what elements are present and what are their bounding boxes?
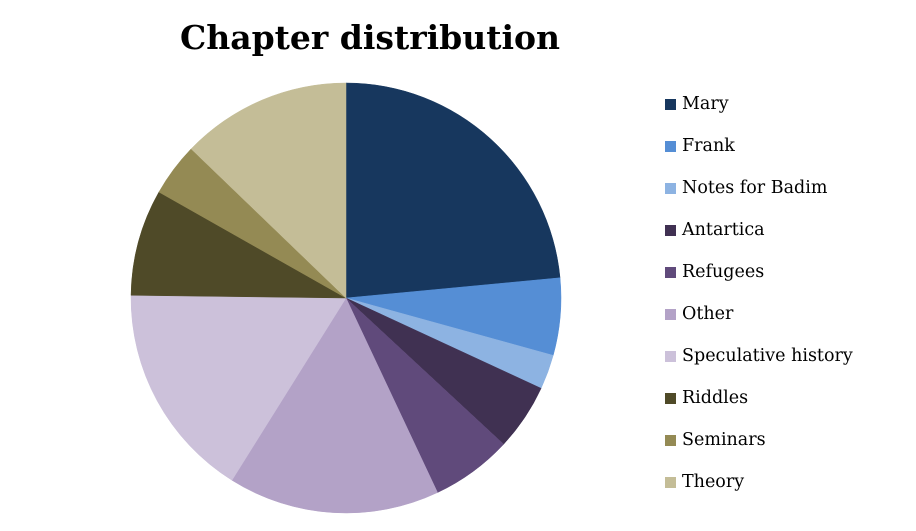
legend-label: Riddles — [682, 388, 749, 408]
pie-slice-speculative-history — [130, 295, 347, 481]
legend-entry-other: Other — [665, 293, 853, 335]
legend-swatch — [665, 266, 676, 278]
chart-title: Chapter distribution — [179, 18, 561, 57]
legend-label: Speculative history — [682, 346, 853, 366]
legend-entry-speculative-history: Speculative history — [665, 335, 853, 377]
pie-slice-riddles — [130, 191, 347, 299]
legend-swatch — [665, 350, 676, 362]
legend-label: Refugees — [682, 262, 765, 282]
legend: Mary Frank Notes for Badim Antartica Refugee… — [665, 83, 853, 503]
legend-swatch — [665, 224, 676, 236]
legend-entry-mary: Mary — [665, 83, 853, 125]
pie-slice-other — [231, 297, 438, 514]
legend-entry-riddles: Riddles — [665, 377, 853, 419]
legend-swatch — [665, 140, 676, 152]
pie-slice-theory — [190, 82, 347, 299]
legend-swatch — [665, 182, 676, 194]
legend-entry-antartica: Antartica — [665, 209, 853, 251]
legend-label: Frank — [682, 136, 735, 156]
legend-entry-refugees: Refugees — [665, 251, 853, 293]
legend-label: Other — [682, 304, 734, 324]
legend-swatch — [665, 392, 676, 404]
legend-swatch — [665, 476, 676, 488]
legend-entry-frank: Frank — [665, 125, 853, 167]
legend-label: Notes for Badim — [682, 178, 828, 198]
legend-entry-seminars: Seminars — [665, 419, 853, 461]
legend-swatch — [665, 98, 676, 110]
pie-slices — [130, 82, 562, 514]
legend-label: Theory — [682, 472, 745, 492]
pie-slice-mary — [345, 82, 561, 299]
legend-label: Mary — [682, 94, 729, 114]
legend-entry-theory: Theory — [665, 461, 853, 503]
legend-entry-notes-for-badim: Notes for Badim — [665, 167, 853, 209]
legend-label: Antartica — [682, 220, 765, 240]
legend-label: Seminars — [682, 430, 766, 450]
legend-swatch — [665, 308, 676, 320]
legend-swatch — [665, 434, 676, 446]
